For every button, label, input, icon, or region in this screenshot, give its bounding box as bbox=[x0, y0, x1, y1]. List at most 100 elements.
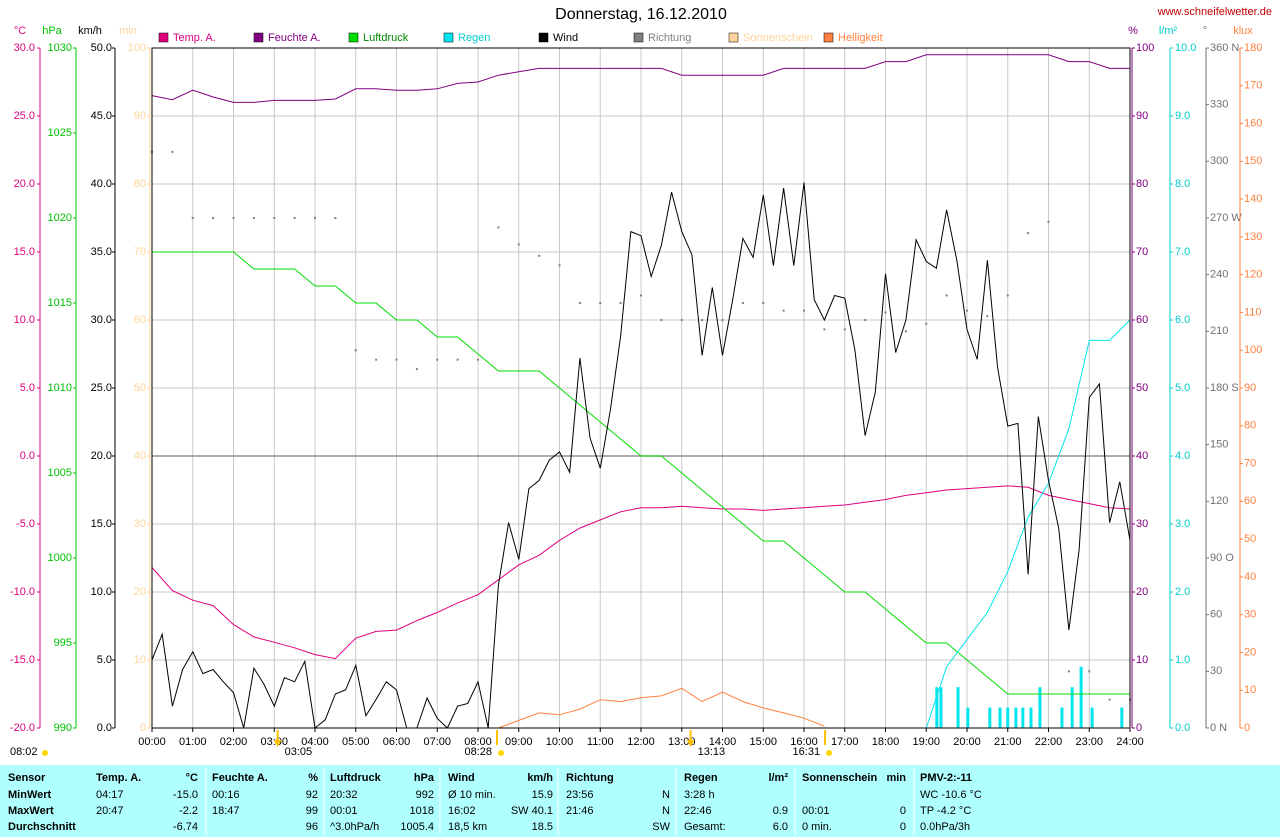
y-tick-label: 150 bbox=[1244, 155, 1262, 167]
direction-dot bbox=[843, 328, 846, 331]
rain-bar bbox=[1029, 707, 1033, 728]
table-cell: -6.74 bbox=[173, 821, 198, 833]
y-tick-label: 40 bbox=[1244, 571, 1256, 583]
table-cell: Regen bbox=[684, 772, 718, 784]
x-tick-label: 13:00 bbox=[668, 736, 696, 748]
legend-label: Luftdruck bbox=[363, 32, 409, 44]
y-tick-label: 1030 bbox=[48, 42, 72, 54]
legend-label: Richtung bbox=[648, 32, 691, 44]
legend-swatch bbox=[538, 32, 549, 43]
x-tick-label: 03:00 bbox=[260, 736, 288, 748]
direction-dot bbox=[599, 302, 602, 304]
table-cell: 1005.4 bbox=[400, 821, 434, 833]
table-cell: Luftdruck bbox=[330, 772, 382, 784]
legend-swatch bbox=[823, 32, 834, 43]
y-tick-label: 0.0 bbox=[97, 722, 112, 734]
rain-bar bbox=[1021, 707, 1025, 728]
rain-bar bbox=[1060, 707, 1064, 728]
table-cell: 00:01 bbox=[802, 805, 830, 817]
y-tick-label: 4.0 bbox=[1175, 450, 1190, 462]
y-tick-label: 60 bbox=[1136, 314, 1148, 326]
legend-swatch bbox=[158, 32, 169, 43]
y-tick-label: 130 bbox=[1244, 231, 1262, 243]
table-cell: 0.9 bbox=[773, 805, 788, 817]
table-cell: 992 bbox=[416, 789, 434, 801]
y-tick-label: 5.0 bbox=[20, 382, 35, 394]
rain-bar bbox=[1090, 707, 1094, 728]
rain-bar bbox=[1014, 707, 1018, 728]
y-tick-label: 360 N bbox=[1210, 42, 1239, 54]
x-tick-label: 10:00 bbox=[546, 736, 574, 748]
x-tick-label: 07:00 bbox=[423, 736, 451, 748]
y-tick-label: 15.0 bbox=[14, 246, 35, 258]
table-cell: 1018 bbox=[410, 805, 434, 817]
y-tick-label: 7.0 bbox=[1175, 246, 1190, 258]
rain-bar bbox=[988, 707, 992, 728]
website[interactable]: www.schneifelwetter.de bbox=[1157, 6, 1272, 18]
table-cell: SW bbox=[652, 821, 670, 833]
rain-bar bbox=[1006, 707, 1010, 728]
y-tick-label: 90 bbox=[1244, 382, 1256, 394]
legend-swatch bbox=[348, 32, 359, 43]
y-tick-label: 10 bbox=[1136, 654, 1148, 666]
sun-icon bbox=[42, 750, 48, 756]
y-tick-label: 995 bbox=[54, 637, 72, 649]
direction-dot bbox=[334, 217, 337, 219]
y-tick-label: 90 O bbox=[1210, 552, 1234, 564]
y-tick-label: 100 bbox=[1244, 344, 1262, 356]
direction-dot bbox=[578, 302, 581, 304]
y-tick-label: 1025 bbox=[48, 127, 72, 139]
legend-swatch bbox=[633, 32, 644, 43]
direction-dot bbox=[884, 311, 887, 314]
y-tick-label: 40.0 bbox=[91, 178, 112, 190]
direction-dot bbox=[1088, 670, 1091, 673]
direction-dot bbox=[803, 309, 805, 312]
x-tick-label: 11:00 bbox=[587, 736, 614, 748]
y-tick-label: 6.0 bbox=[1175, 314, 1190, 326]
y-tick-label: 90 bbox=[1136, 110, 1148, 122]
direction-dot bbox=[1006, 294, 1009, 297]
y-tick-label: 1010 bbox=[48, 382, 72, 394]
direction-dot bbox=[232, 217, 235, 219]
sun-icon bbox=[826, 750, 833, 756]
axis-title: ° bbox=[1203, 25, 1207, 37]
direction-dot bbox=[986, 315, 989, 318]
y-tick-label: 120 bbox=[1210, 495, 1228, 507]
direction-dot bbox=[375, 358, 378, 361]
direction-dot bbox=[864, 319, 867, 321]
y-tick-label: 5.0 bbox=[97, 654, 112, 666]
y-tick-label: 0 N bbox=[1210, 722, 1227, 734]
direction-dot bbox=[171, 150, 174, 153]
x-tick-label: 22:00 bbox=[1035, 736, 1063, 748]
table-cell: N bbox=[662, 805, 670, 817]
y-tick-label: 990 bbox=[54, 722, 72, 734]
direction-dot bbox=[721, 319, 724, 321]
plot-frame bbox=[151, 47, 1131, 729]
y-tick-label: 25.0 bbox=[91, 382, 112, 394]
x-tick-label: 02:00 bbox=[220, 736, 248, 748]
legend-swatch bbox=[728, 32, 739, 43]
direction-dot bbox=[1067, 670, 1070, 673]
y-tick-label: 1015 bbox=[48, 297, 72, 309]
y-tick-label: 110 bbox=[1244, 306, 1262, 318]
table-cell: TP -4.2 °C bbox=[920, 805, 971, 817]
y-tick-label: 25.0 bbox=[14, 110, 35, 122]
row-label: Durchschnitt bbox=[8, 821, 76, 833]
y-tick-label: 9.0 bbox=[1175, 110, 1190, 122]
y-tick-label: -20.0 bbox=[10, 722, 35, 734]
row-label: MaxWert bbox=[8, 805, 54, 817]
row-label: MinWert bbox=[8, 789, 52, 801]
y-tick-label: 20 bbox=[134, 586, 146, 598]
y-tick-label: 1.0 bbox=[1175, 654, 1190, 666]
moon-marker bbox=[273, 740, 282, 747]
y-tick-label: 20 bbox=[1244, 646, 1256, 658]
y-tick-label: 100 bbox=[1136, 42, 1154, 54]
legend-swatch bbox=[443, 32, 454, 43]
y-tick-label: 1020 bbox=[48, 212, 72, 224]
table-cell: 16:02 bbox=[448, 805, 476, 817]
y-tick-label: 50.0 bbox=[91, 42, 112, 54]
y-tick-label: 300 bbox=[1210, 155, 1228, 167]
y-tick-label: 70 bbox=[1244, 457, 1256, 469]
x-tick-label: 05:00 bbox=[342, 736, 370, 748]
table-cell: Richtung bbox=[566, 772, 614, 784]
